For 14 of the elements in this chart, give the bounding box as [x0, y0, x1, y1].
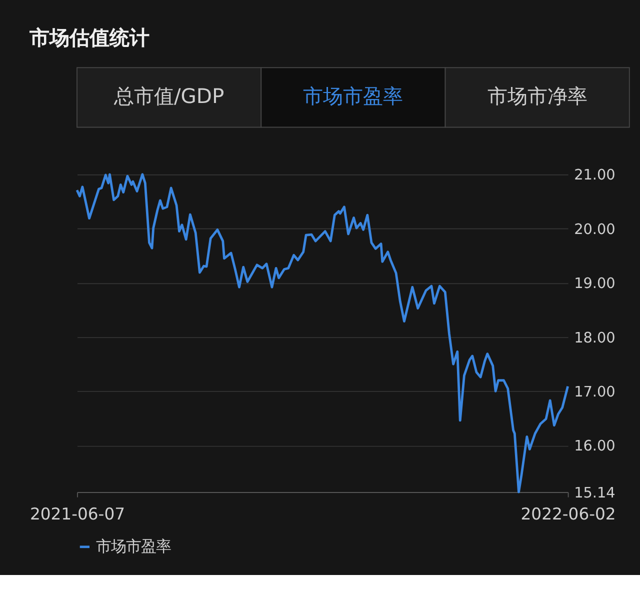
y-tick-label: 21.00 — [574, 168, 616, 184]
text: 总市值/GDP — [112, 84, 224, 108]
x-tick-label: 2021-06-07 — [30, 504, 126, 524]
y-tick-label: 17.00 — [574, 384, 616, 400]
text: 市场市净率 — [487, 84, 588, 108]
y-tick-label: 20.00 — [574, 222, 616, 238]
y-tick-label: 19.00 — [574, 276, 616, 292]
text: 市场市盈率 — [303, 84, 404, 108]
y-tick-label: 16.00 — [574, 438, 616, 455]
y-tick-label: 15.14 — [574, 485, 616, 502]
x-tick-label: 2022-06-02 — [520, 504, 616, 524]
legend-label: 市场市盈率 — [96, 538, 172, 556]
chart-title: 市场估值统计 — [28, 25, 150, 50]
y-tick-label: 18.00 — [574, 330, 616, 346]
